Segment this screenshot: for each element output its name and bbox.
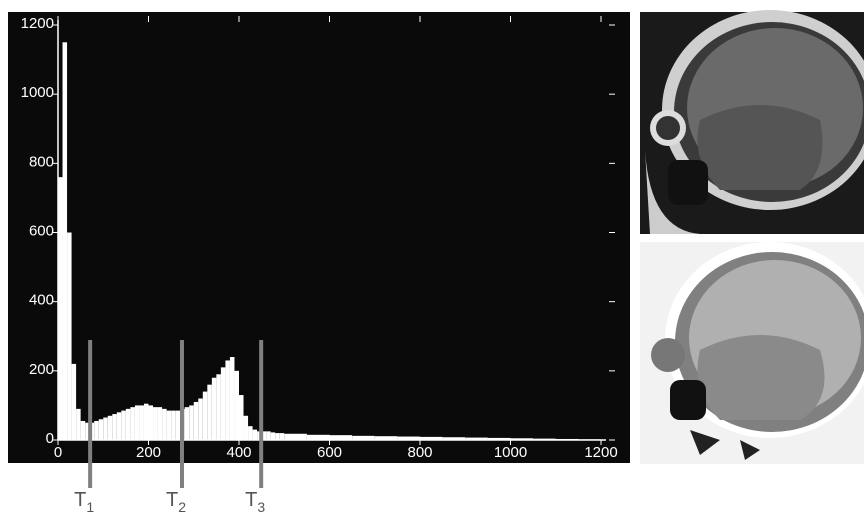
histogram-bar <box>171 411 176 440</box>
histogram-bar <box>167 411 172 440</box>
y-tick-label: 400 <box>29 292 54 309</box>
histogram-bar <box>99 419 104 440</box>
histogram-bar <box>225 360 230 440</box>
histogram-bar <box>198 399 203 441</box>
threshold-subscript: 1 <box>86 499 94 515</box>
histogram-bar <box>67 233 72 441</box>
x-tick-label: 200 <box>136 444 161 461</box>
threshold-letter: T <box>74 489 86 511</box>
threshold-subscript: 2 <box>178 499 186 515</box>
histogram-bar <box>126 409 131 440</box>
histogram-bar <box>284 434 307 440</box>
histogram-bar <box>72 364 77 440</box>
threshold-letter: T <box>166 489 178 511</box>
y-tick-label: 1000 <box>21 84 54 101</box>
histogram-bar <box>162 409 167 440</box>
histogram-bar <box>149 405 154 440</box>
histogram-bar <box>216 374 221 440</box>
histogram-bar <box>189 405 194 440</box>
histogram-bar <box>248 426 253 440</box>
histogram-bar <box>194 402 199 440</box>
histogram-bar <box>81 421 86 440</box>
threshold-letter: T <box>245 489 257 511</box>
histogram-bar <box>63 42 68 440</box>
histogram-bar <box>108 416 113 440</box>
x-tick-label: 1200 <box>584 444 617 461</box>
y-tick-label: 600 <box>29 222 54 239</box>
x-tick-label: 1000 <box>494 444 527 461</box>
histogram-bar <box>103 418 108 440</box>
histogram-bar <box>266 431 271 440</box>
histogram-bar <box>117 412 122 440</box>
histogram-panel <box>8 12 630 463</box>
histogram-bar <box>244 416 249 440</box>
y-tick-label: 800 <box>29 153 54 170</box>
histogram-bar <box>153 407 158 440</box>
mri-segmented <box>640 242 864 464</box>
histogram-bar <box>275 433 280 440</box>
x-tick-label: 600 <box>317 444 342 461</box>
histogram-bar <box>307 435 330 440</box>
histogram-bar <box>280 433 285 440</box>
histogram-bar <box>139 405 144 440</box>
histogram-bar <box>234 371 239 440</box>
histogram-bar <box>203 392 208 440</box>
histogram-bar <box>176 411 181 440</box>
histogram-bar <box>135 405 140 440</box>
threshold-label: T2 <box>166 489 186 515</box>
y-tick-label: 200 <box>29 361 54 378</box>
histogram-bar <box>144 404 149 440</box>
histogram-bar <box>112 414 117 440</box>
y-tick-label: 1200 <box>21 15 54 32</box>
x-tick-label: 400 <box>226 444 251 461</box>
histogram-bar <box>121 411 126 440</box>
x-tick-label: 0 <box>54 444 62 461</box>
histogram-bar <box>207 385 212 440</box>
histogram-bar <box>239 395 244 440</box>
threshold-label: T1 <box>74 489 94 515</box>
histogram-bar <box>158 407 163 440</box>
mri-original <box>640 10 864 234</box>
histogram-bar <box>130 407 135 440</box>
histogram-bar <box>76 409 81 440</box>
histogram-bar <box>94 421 99 440</box>
threshold-subscript: 3 <box>257 499 265 515</box>
x-tick-label: 800 <box>407 444 432 461</box>
histogram-bar <box>230 357 235 440</box>
histogram-bar <box>271 432 276 440</box>
threshold-label: T3 <box>245 489 265 515</box>
y-tick-label: 0 <box>46 430 54 447</box>
histogram-bar <box>212 378 217 440</box>
histogram-bar <box>253 430 258 440</box>
histogram-bar <box>221 367 226 440</box>
figure: 0200400600800100012000200400600800100012… <box>0 0 864 516</box>
histogram-bar <box>185 407 190 440</box>
